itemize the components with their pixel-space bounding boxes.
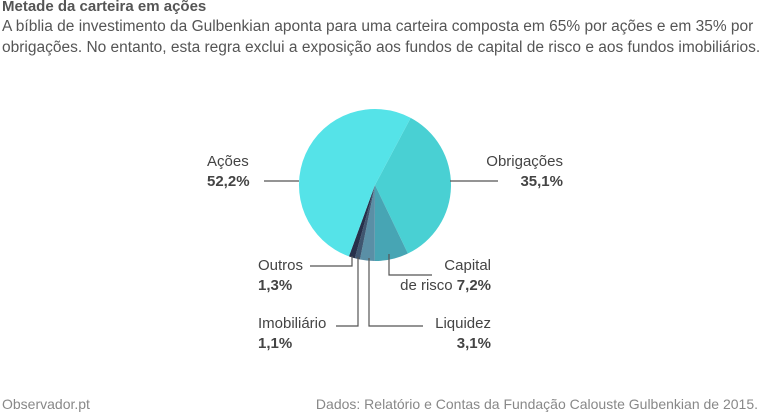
chart-subtitle: A bíblia de investimento da Gulbenkian a… <box>2 18 761 56</box>
pie-slice-liquidez <box>359 185 375 261</box>
leader-lines <box>264 180 498 327</box>
leader-line-imobiliario <box>336 257 359 327</box>
slice-labels: Obrigações 35,1% Capital de risco 7,2% Liqui… <box>207 153 563 352</box>
slice-label-capital-de-risco: Capital de risco 7,2% <box>400 257 491 294</box>
pie-slice-acoes <box>298 108 411 257</box>
leader-line-liquidez <box>368 258 423 327</box>
slice-label-liquidez: Liquidez 3,1% <box>435 315 491 352</box>
leader-line-outros <box>310 256 353 267</box>
pie-slice-obrigacoes <box>375 117 452 254</box>
footer-data-source: Dados: Relatório e Contas da Fundação Ca… <box>315 396 758 412</box>
slice-label-imobiliario: Imobiliário 1,1% <box>258 315 326 352</box>
chart-title: Metade da carteira em ações <box>2 0 207 15</box>
pie-slice-imobiliario <box>354 185 375 260</box>
pie-slices <box>298 108 452 262</box>
leader-line-capital-de-risco <box>388 254 432 276</box>
pie-slice-capital-de-risco <box>374 185 408 262</box>
slice-label-acoes: Ações 52,2% <box>207 153 250 190</box>
slice-label-outros: Outros 1,3% <box>258 257 303 294</box>
footer-publisher: Observador.pt <box>2 396 90 412</box>
slice-label-obrigacoes: Obrigações 35,1% <box>486 153 563 190</box>
pie-slice-outros <box>348 185 375 259</box>
